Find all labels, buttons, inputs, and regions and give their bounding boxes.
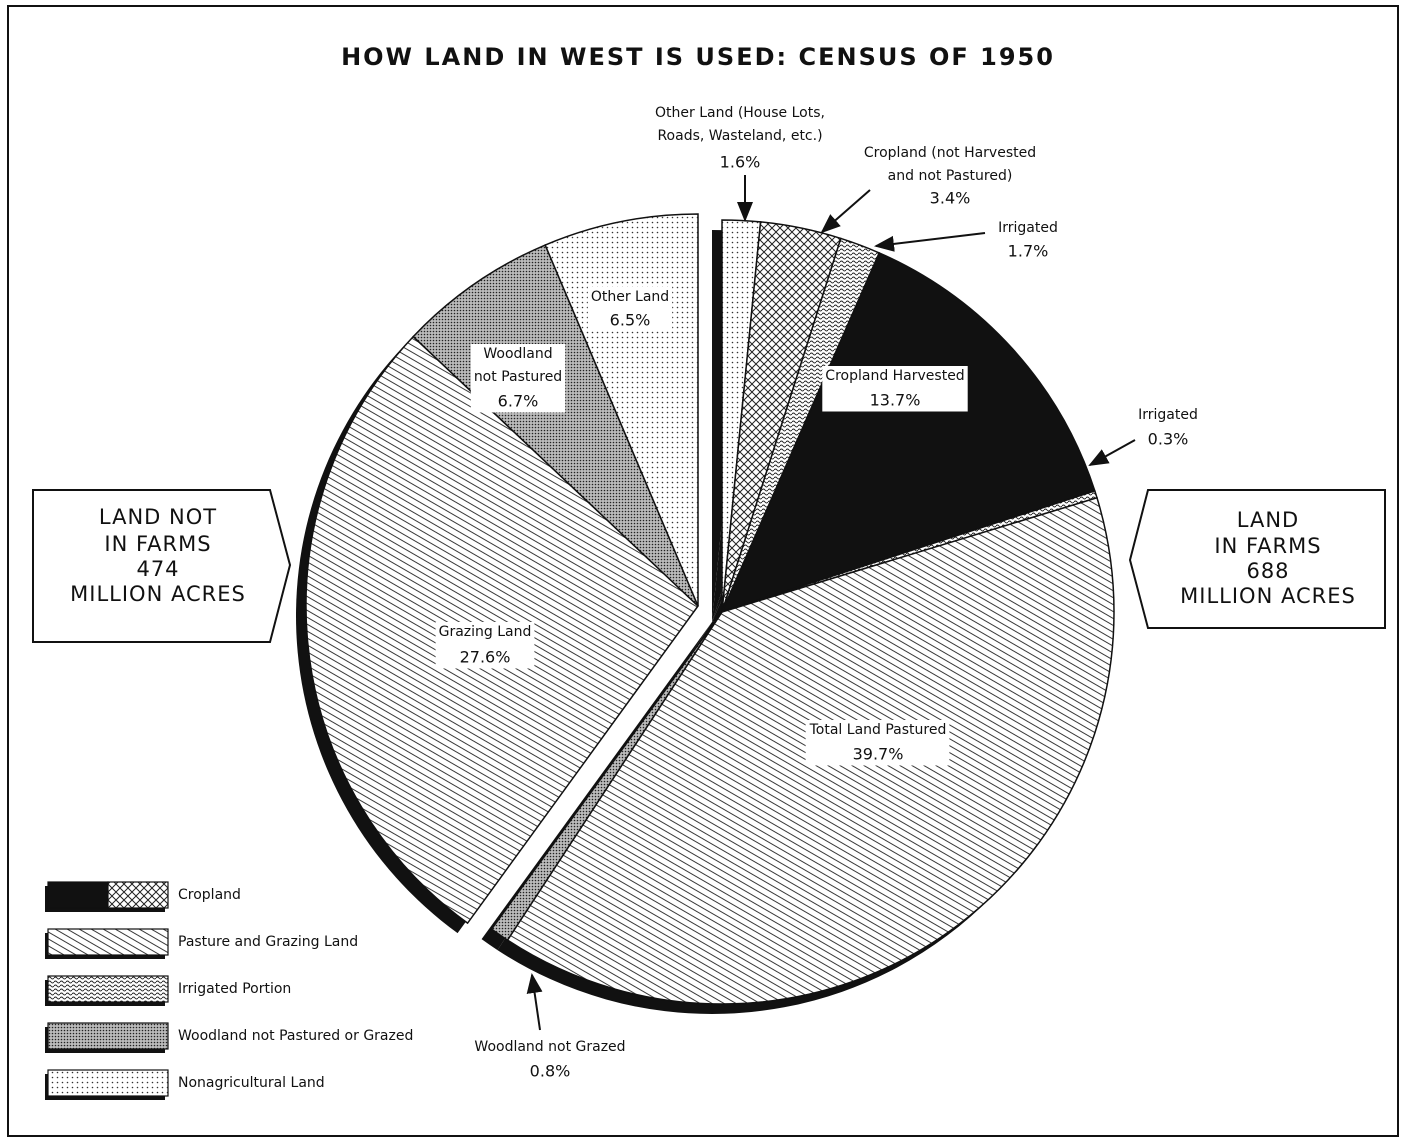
leader-arrow	[1088, 439, 1136, 466]
legend-swatch	[47, 975, 169, 1003]
slice-label: Woodland not Grazed	[474, 1039, 625, 1055]
legend-swatch	[107, 881, 169, 909]
slice-label: Irrigated	[998, 220, 1058, 236]
leader-arrow	[526, 973, 543, 1031]
leader-arrow	[874, 232, 986, 252]
slice-label: Irrigated	[1138, 407, 1198, 423]
annotation: LAND	[1237, 508, 1299, 532]
slice-label-group: Grazing Land 27.6%	[435, 622, 535, 669]
legend-swatch	[47, 1022, 169, 1050]
annotation: IN FARMS	[1214, 534, 1321, 558]
slice-label: Grazing Land	[439, 624, 532, 640]
legend-swatch	[47, 881, 109, 909]
slice-label: Woodland not Pastured	[474, 346, 562, 385]
slice-label: Other Land	[591, 289, 669, 305]
label-background	[805, 720, 950, 766]
leader-arrow	[820, 189, 871, 234]
annotation-box	[32, 489, 292, 643]
slice-label-group: Cropland Harvested 13.7%	[822, 366, 968, 412]
value-label: 0.3%	[1148, 430, 1189, 449]
legend-label: Nonagricultural Land	[178, 1075, 325, 1091]
slice-label-group: Woodland not Grazed 0.8%	[474, 1039, 625, 1081]
label-background	[470, 344, 566, 413]
slice-label-group: Woodland not Pastured 6.7%	[470, 344, 566, 413]
value-label: 1.6%	[720, 153, 761, 172]
slice	[412, 244, 699, 607]
slice-label-group: Irrigated 1.7%	[998, 220, 1058, 261]
slice	[720, 251, 1096, 614]
annotation-box	[1128, 489, 1386, 629]
value-label: 0.8%	[530, 1062, 571, 1081]
slice-label: Cropland (not Harvested and not Pastured)	[864, 145, 1036, 184]
slice-label-group: Other Land 6.5%	[587, 287, 673, 332]
value-label: 6.7%	[498, 392, 539, 411]
label-background	[435, 622, 535, 669]
chart-title: HOW LAND IN WEST IS USED: CENSUS OF 1950	[341, 43, 1055, 71]
slice-label-group: Irrigated 0.3%	[1138, 407, 1198, 449]
slice-label: Total Land Pastured	[809, 722, 947, 738]
frame	[7, 5, 1399, 1137]
annotation: IN FARMS	[104, 532, 211, 556]
annotation: MILLION ACRES	[70, 582, 246, 606]
label-background	[822, 366, 968, 412]
value-label: 6.5%	[610, 311, 651, 330]
slice-label-group: Other Land (House Lots, Roads, Wasteland,…	[655, 105, 825, 172]
slice-label-group: Total Land Pastured 39.7%	[805, 720, 950, 766]
value-label: 13.7%	[870, 391, 921, 410]
value-label: 1.7%	[1008, 242, 1049, 261]
legend-label: Woodland not Pastured or Grazed	[178, 1028, 413, 1044]
legend-label: Cropland	[178, 887, 241, 903]
legend-swatch	[47, 1069, 169, 1097]
legend-label: Pasture and Grazing Land	[178, 934, 358, 950]
annotation: 474	[136, 557, 179, 581]
label-background	[587, 287, 673, 332]
value-label: 27.6%	[460, 648, 511, 667]
annotation: 688	[1246, 559, 1289, 583]
annotation: LAND NOT	[99, 505, 217, 529]
slice-label-group: Cropland (not Harvested and not Pastured)…	[864, 145, 1036, 208]
value-label: 39.7%	[853, 745, 904, 764]
slice-label: Cropland Harvested	[825, 368, 964, 384]
slice-label: Other Land (House Lots, Roads, Wasteland,…	[655, 105, 825, 144]
slice	[490, 611, 723, 942]
value-label: 3.4%	[930, 189, 971, 208]
annotation: MILLION ACRES	[1180, 584, 1356, 608]
legend-swatch	[47, 928, 169, 956]
legend-label: Irrigated Portion	[178, 981, 291, 997]
